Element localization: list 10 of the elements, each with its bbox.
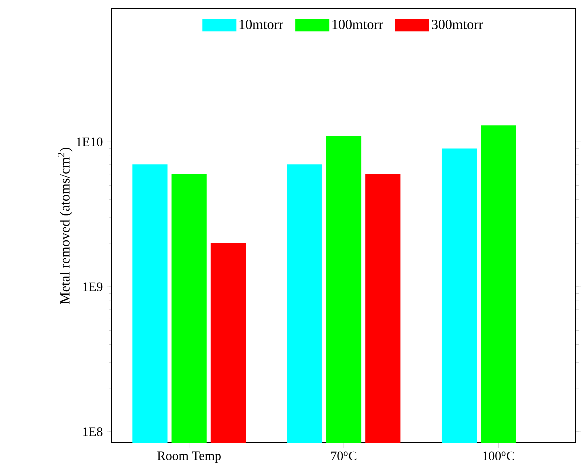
legend-label: 300mtorr [432,20,484,30]
y-tick-label: 1E8 [83,428,103,436]
x-tick-label: Room Temp [158,452,221,464]
y-tick-label: 1E10 [76,138,103,147]
x-tick-label: 100$^{o}$C [483,452,514,461]
y-axis-title: Metal removed (atoms/cm$^{2}$) [58,148,73,304]
x-tick-label: 70$^{o}$C [332,452,357,461]
legend-label: 100mtorr [332,20,384,30]
legend-label: 10mtorr [240,20,284,30]
y-tick-label: 1E9 [83,282,103,292]
